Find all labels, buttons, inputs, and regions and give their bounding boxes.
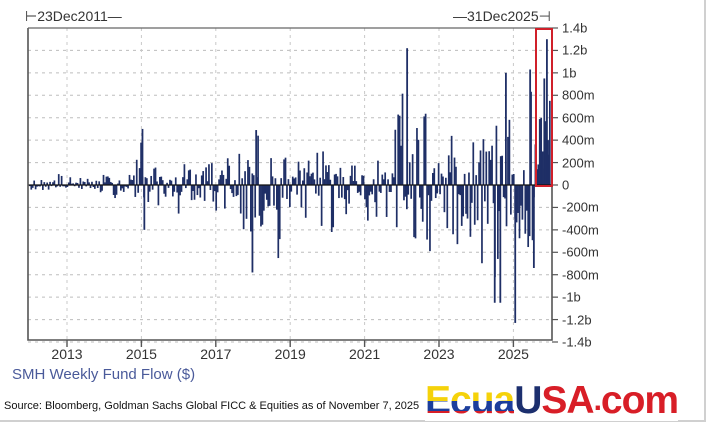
x-tick-label: 2019 — [274, 346, 306, 362]
logo-sa: SA — [541, 379, 594, 422]
logo-ecua: Ecua — [425, 379, 515, 422]
y-tick-label: 1.2b — [562, 42, 588, 58]
y-tick-label: 1.4b — [562, 20, 588, 36]
y-tick-label: -1b — [562, 289, 581, 305]
y-tick-label: -800m — [562, 267, 599, 283]
y-tick-label: 0 — [562, 177, 570, 193]
y-tick-label: 400m — [562, 132, 595, 148]
source-note: Source: Bloomberg, Goldman Sachs Global … — [4, 400, 420, 412]
x-tick-label: 2015 — [125, 346, 157, 362]
start-date-label: ⊢23Dec2011— — [25, 8, 122, 24]
x-tick-label: 2021 — [349, 346, 381, 362]
x-tick-label: 2025 — [497, 346, 529, 362]
logo-u: U — [514, 379, 542, 422]
series-title: SMH Weekly Fund Flow ($) — [12, 366, 196, 383]
axis-ticks — [66, 27, 558, 347]
y-tick-label: -400m — [562, 222, 599, 238]
logo-com: com — [600, 379, 679, 422]
x-tick-label: 2013 — [51, 346, 83, 362]
y-tick-label: -1.4b — [562, 334, 592, 350]
y-tick-label: 800m — [562, 87, 595, 103]
y-tick-label: -200m — [562, 199, 599, 215]
x-tick-label: 2023 — [423, 346, 455, 362]
y-tick-label: -1.2b — [562, 312, 592, 328]
logo-dot: . — [593, 384, 602, 417]
end-date-label: —31Dec2025⊣ — [453, 8, 551, 24]
y-tick-label: 200m — [562, 155, 595, 171]
ecuausa-logo: Ecua U SA. com — [425, 379, 679, 422]
y-tick-label: 1b — [562, 65, 577, 81]
x-tick-label: 2017 — [200, 346, 232, 362]
y-tick-label: 600m — [562, 110, 595, 126]
y-tick-label: -600m — [562, 244, 599, 260]
fund-flow-bars — [29, 39, 551, 323]
highlight-box — [535, 28, 553, 187]
